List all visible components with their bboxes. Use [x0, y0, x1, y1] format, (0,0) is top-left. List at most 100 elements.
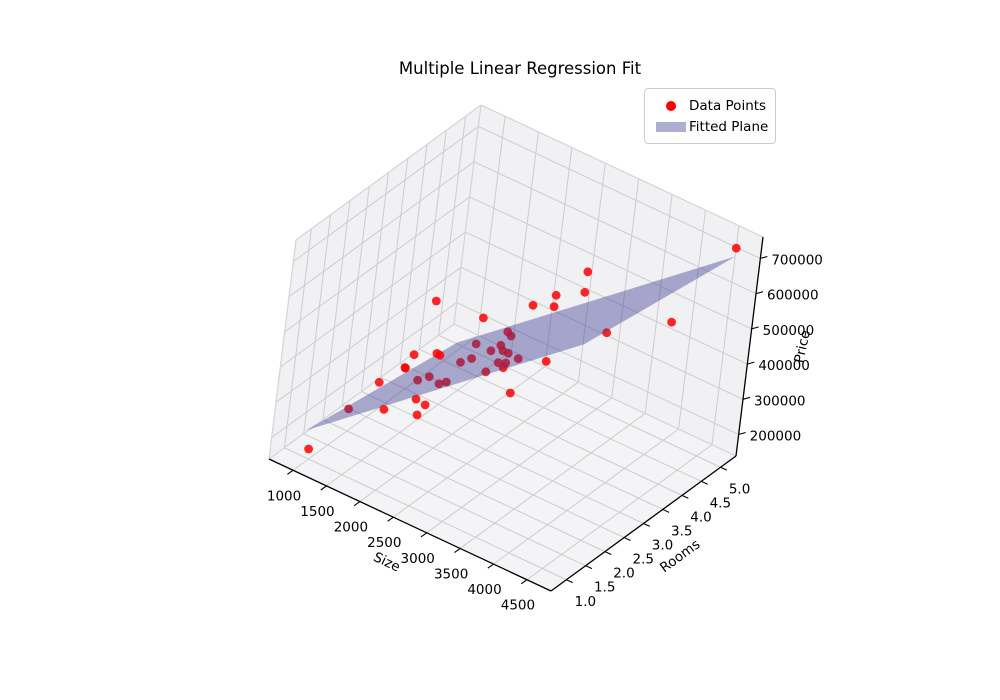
- size-tick-label: 4000: [467, 582, 501, 598]
- scatter-point: [412, 410, 422, 420]
- back-vertical-seam: [453, 104, 482, 325]
- rooms-tick-mark: [720, 466, 728, 471]
- size-tick-label: 2000: [334, 520, 368, 536]
- grid-line-rooms-wall: [380, 158, 409, 378]
- scatter-point: [409, 350, 419, 360]
- rooms-tick-mark: [623, 537, 631, 541]
- price-tick-label: 500000: [763, 323, 815, 339]
- rooms-tick-label: 1.0: [575, 594, 596, 610]
- scatter-point: [549, 302, 559, 311]
- price-axis-spine: [735, 236, 764, 457]
- scatter-point-behind-plane: [541, 357, 551, 366]
- grid-line-price-left-wall: [275, 266, 462, 403]
- grid-line-price-right-wall: [473, 161, 757, 295]
- grid-line-price-right-wall: [478, 126, 761, 259]
- scatter-point: [505, 388, 515, 398]
- grid-line-size-wall: [611, 178, 640, 398]
- grid-line-price-left-wall: [288, 161, 475, 298]
- data-points-marker-icon: [666, 100, 676, 111]
- scatter-point-behind-plane: [411, 394, 421, 404]
- grid-line-size-wall: [544, 147, 573, 367]
- size-tick-mark: [320, 485, 327, 491]
- scatter-point-behind-plane: [424, 372, 434, 382]
- grid-line-rooms-wall: [418, 130, 447, 350]
- price-tick-mark: [755, 291, 764, 295]
- scatter-point: [479, 313, 488, 323]
- size-tick-mark: [353, 501, 361, 507]
- legend-marker-col: [653, 121, 689, 132]
- grid-line-price-right-wall: [465, 231, 748, 365]
- rooms-tick-label: 4.0: [690, 509, 711, 525]
- size-axis-label: Size: [371, 549, 403, 575]
- scatter-point-behind-plane: [434, 379, 444, 389]
- rooms-tick-label: 1.5: [594, 580, 615, 596]
- size-tick-mark: [387, 516, 394, 522]
- grid-line-rooms-floor: [284, 447, 567, 581]
- rooms-tick-label: 3.5: [671, 523, 692, 539]
- grid-line-rooms-floor: [419, 348, 702, 482]
- price-tick-label: 600000: [767, 288, 819, 304]
- scatter-point: [420, 400, 430, 410]
- fitted-plane-surface: [306, 256, 736, 431]
- grid-line-rooms-floor: [303, 433, 586, 567]
- rooms-tick-mark: [566, 579, 573, 584]
- scatter-point: [583, 267, 593, 277]
- grid-line-price-left-wall: [271, 302, 457, 438]
- grid-line-rooms-floor: [342, 405, 625, 539]
- rooms-tick-mark: [585, 565, 593, 570]
- grid-line-rooms-wall: [438, 116, 467, 336]
- size-tick-label: 1500: [300, 504, 334, 520]
- scatter-point: [667, 317, 676, 327]
- size-axis-spine: [268, 458, 552, 592]
- rooms-tick-mark: [643, 523, 651, 527]
- legend-marker-col: [653, 100, 689, 111]
- grid-line-price-left-wall: [280, 231, 466, 368]
- legend: Data Points Fitted Plane: [644, 88, 776, 144]
- scatter-point-behind-plane: [481, 367, 491, 377]
- scatter-point-behind-plane: [503, 327, 513, 337]
- size-tick-mark: [454, 548, 461, 554]
- scatter-point-behind-plane: [471, 339, 481, 349]
- rooms-tick-mark: [604, 551, 612, 556]
- scatter-point-behind-plane: [441, 377, 451, 387]
- size-tick-mark: [287, 469, 294, 475]
- rooms-tick-label: 2.5: [632, 552, 653, 568]
- price-tick-mark: [742, 396, 751, 400]
- rooms-tick-mark: [681, 494, 689, 499]
- grid-line-rooms-floor: [361, 391, 644, 524]
- scatter-point: [528, 300, 538, 310]
- scatter-point-behind-plane: [413, 375, 422, 385]
- legend-item-fitted-plane: Fitted Plane: [653, 116, 768, 137]
- rooms-tick-label: 2.0: [613, 566, 634, 582]
- scatter-point: [304, 444, 313, 454]
- grid-line-size-wall: [644, 194, 673, 414]
- size-tick-label: 3500: [434, 566, 468, 582]
- price-tick-label: 400000: [758, 358, 810, 374]
- rooms-tick-label: 3.0: [652, 538, 673, 554]
- scatter-point-behind-plane: [513, 354, 523, 364]
- scatter-point-behind-plane: [456, 357, 465, 367]
- grid-line-rooms-wall: [399, 144, 428, 364]
- size-tick-mark: [520, 579, 528, 585]
- grid-line-price-left-wall: [293, 126, 479, 262]
- scatter-point-behind-plane: [467, 354, 476, 363]
- grid-line-price-right-wall: [456, 302, 739, 435]
- grid-line-rooms-wall: [303, 214, 332, 434]
- grid-line-rooms-floor: [380, 376, 663, 510]
- right-top-edge: [480, 104, 764, 238]
- scatter-point-behind-plane: [602, 328, 612, 338]
- size-tick-label: 1000: [267, 488, 301, 504]
- price-tick-mark: [747, 361, 755, 365]
- rooms-tick-mark: [701, 480, 708, 485]
- grid-line-rooms-wall: [322, 200, 351, 420]
- scatter-point: [551, 290, 561, 300]
- scatter-point: [374, 377, 384, 387]
- price-axis-label: Price: [791, 329, 813, 365]
- grid-line-rooms-wall: [283, 228, 312, 448]
- grid-line-size-wall: [678, 210, 707, 430]
- grid-line-size-wall: [477, 116, 506, 336]
- grid-line-price-left-wall: [284, 196, 470, 333]
- scatter-point: [401, 363, 410, 373]
